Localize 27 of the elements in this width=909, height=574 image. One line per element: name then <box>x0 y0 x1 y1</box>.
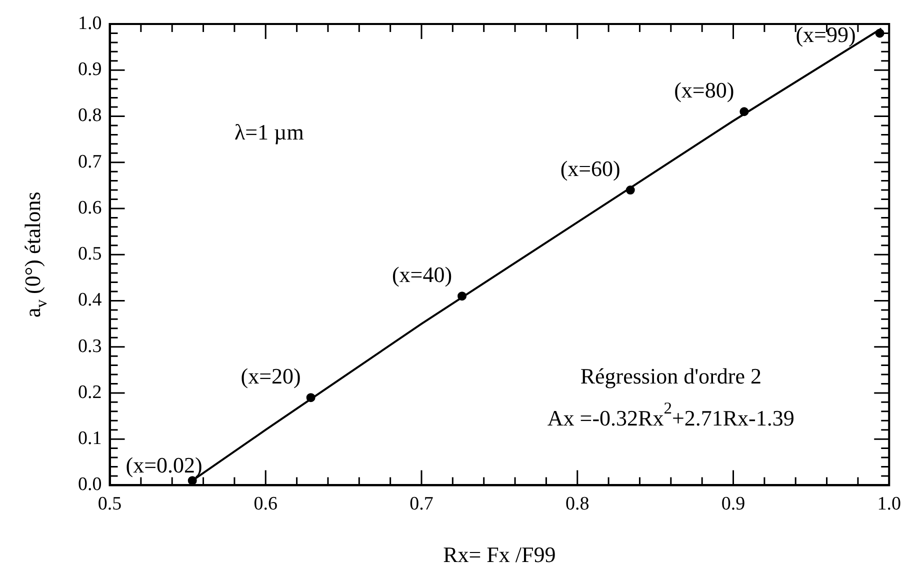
y-tick-label: 0.8 <box>78 105 102 126</box>
annotation: (x=99) <box>796 22 856 48</box>
x-tick-label: 0.5 <box>98 494 122 515</box>
y-tick-label: 1.0 <box>78 12 102 34</box>
annotation: Régression d'ordre 2 <box>580 364 762 389</box>
y-tick-label: 0.3 <box>78 336 102 357</box>
y-tick-label: 0.2 <box>78 382 102 403</box>
y-tick-label: 0.4 <box>78 290 102 311</box>
x-tick-label: 0.7 <box>410 494 434 515</box>
y-tick-label: 0.6 <box>78 197 102 218</box>
annotation: (x=20) <box>240 364 301 389</box>
y-axis-title: av (0°) étalons <box>20 192 51 318</box>
x-axis-title: Rx= Fx /F99 <box>443 542 556 567</box>
y-tick-label: 0.7 <box>78 151 102 172</box>
x-tick-label: 0.6 <box>254 494 278 515</box>
annotation: (x=0.02) <box>126 452 202 478</box>
y-tick-label: 0.1 <box>78 428 102 450</box>
x-tick-label: 0.9 <box>721 494 746 515</box>
y-tick-label: 0.5 <box>78 244 102 265</box>
annotation: (x=40) <box>392 262 452 288</box>
y-tick-label: 0.9 <box>78 59 102 80</box>
annotation: λ=1 µm <box>234 119 304 144</box>
annotation: (x=60) <box>560 156 620 182</box>
annotation: (x=80) <box>674 78 734 103</box>
x-tick-label: 0.8 <box>566 494 590 515</box>
x-tick-label: 1.0 <box>877 494 901 515</box>
y-tick-label: 0.0 <box>78 474 102 496</box>
